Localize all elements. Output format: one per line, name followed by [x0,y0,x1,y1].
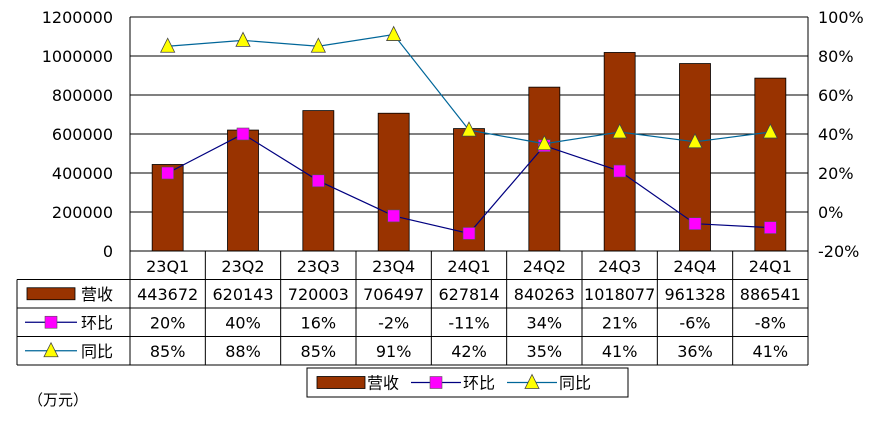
table-series-name: 同比 [81,342,113,361]
bar [528,86,561,252]
table-key-bar [26,287,76,301]
marker-triangle [160,37,176,53]
table-series-name: 环比 [81,313,113,332]
table-value: 886541 [740,285,801,304]
marker-square [764,221,777,234]
marker-square [387,209,400,223]
table-value: 443672 [137,285,198,304]
legend-label: 营收 [367,374,399,393]
category-label: 23Q2 [221,257,264,276]
series-lines [160,25,778,240]
table-value: -6% [679,313,710,332]
unit-note: （万元） [28,391,88,409]
table-value: -8% [755,313,786,332]
table-value: 91% [376,342,412,361]
marker-triangle [687,132,703,149]
category-label: 24Q1 [749,257,792,276]
axes: 0 200000 400000 600000 800000 1000000 1200000 -… [42,8,864,261]
table-value: 36% [677,342,713,361]
table-value: -2% [378,313,409,332]
y-right-tick-label: 60% [818,86,854,105]
legend: 营收 环比 同比 [306,367,629,398]
category-label: 24Q4 [673,257,716,276]
table-value: 840263 [514,285,575,304]
y-left-tick-label: 600000 [52,125,113,144]
y-right-tick-label: 40% [818,125,854,144]
y-left-tick-label: 1200000 [42,8,113,27]
table-value: 40% [225,313,261,332]
table-value: 961328 [664,285,725,304]
table-key-marker [43,341,59,358]
y-left-tick-label: 1000000 [42,47,113,66]
table-value: 627814 [438,285,499,304]
category-label: 23Q1 [146,257,189,276]
table-value: 88% [225,342,261,361]
y-left-tick-label: 0 [103,242,113,261]
category-label: 24Q2 [523,257,566,276]
legend-key-marker [524,373,540,389]
table-value: 21% [602,313,638,332]
y-left-tick-label: 400000 [52,164,113,183]
table-value: 20% [150,313,186,332]
table-key-marker [44,315,58,329]
y-right-tick-label: 100% [818,8,864,27]
category-label: 24Q3 [598,257,641,276]
category-label: 23Q3 [297,257,340,276]
table-value: 42% [451,342,487,361]
data-table: 23Q1 23Q2 23Q3 23Q4 24Q1 24Q2 24Q3 24Q4 24Q1 营收 44… [16,250,809,366]
y-right-tick-label: 80% [818,47,854,66]
marker-square [312,174,325,188]
y-right-tick-label: 20% [818,164,854,183]
y-left-tick-label: 800000 [52,86,113,105]
table-value: -11% [448,313,489,332]
marker-square [462,227,476,240]
table-value: 85% [301,342,337,361]
marker-triangle [386,25,402,41]
marker-triangle [235,31,251,47]
table-value: 41% [602,342,638,361]
marker-square [236,127,250,141]
marker-triangle [461,121,477,137]
table-value: 1018077 [584,285,655,304]
table-value: 720003 [288,285,349,304]
bar [603,52,636,252]
marker-triangle [762,123,778,139]
marker-square [688,217,702,230]
bar [377,112,410,252]
bars [151,52,787,252]
table-value: 706497 [363,285,424,304]
table-value: 35% [527,342,563,361]
table-value: 85% [150,342,186,361]
legend-key-bar [316,376,366,389]
table-value: 620143 [212,285,273,304]
table-value: 16% [301,313,337,332]
marker-triangle [310,37,326,53]
marker-square [161,166,174,180]
legend-label: 环比 [463,374,495,393]
bar [227,129,259,252]
y-right-tick-label: 0% [818,203,843,222]
y-right-tick-label: -20% [818,242,859,261]
table-value: 34% [527,313,563,332]
table-series-name: 营收 [81,285,113,304]
category-label: 23Q4 [372,257,415,276]
legend-key-marker [429,376,443,389]
table-value: 41% [753,342,789,361]
marker-triangle [536,134,552,151]
category-label: 24Q1 [447,257,490,276]
y-left-tick-label: 200000 [52,203,113,222]
marker-square [613,164,626,178]
legend-label: 同比 [559,374,591,393]
marker-triangle [612,123,628,139]
